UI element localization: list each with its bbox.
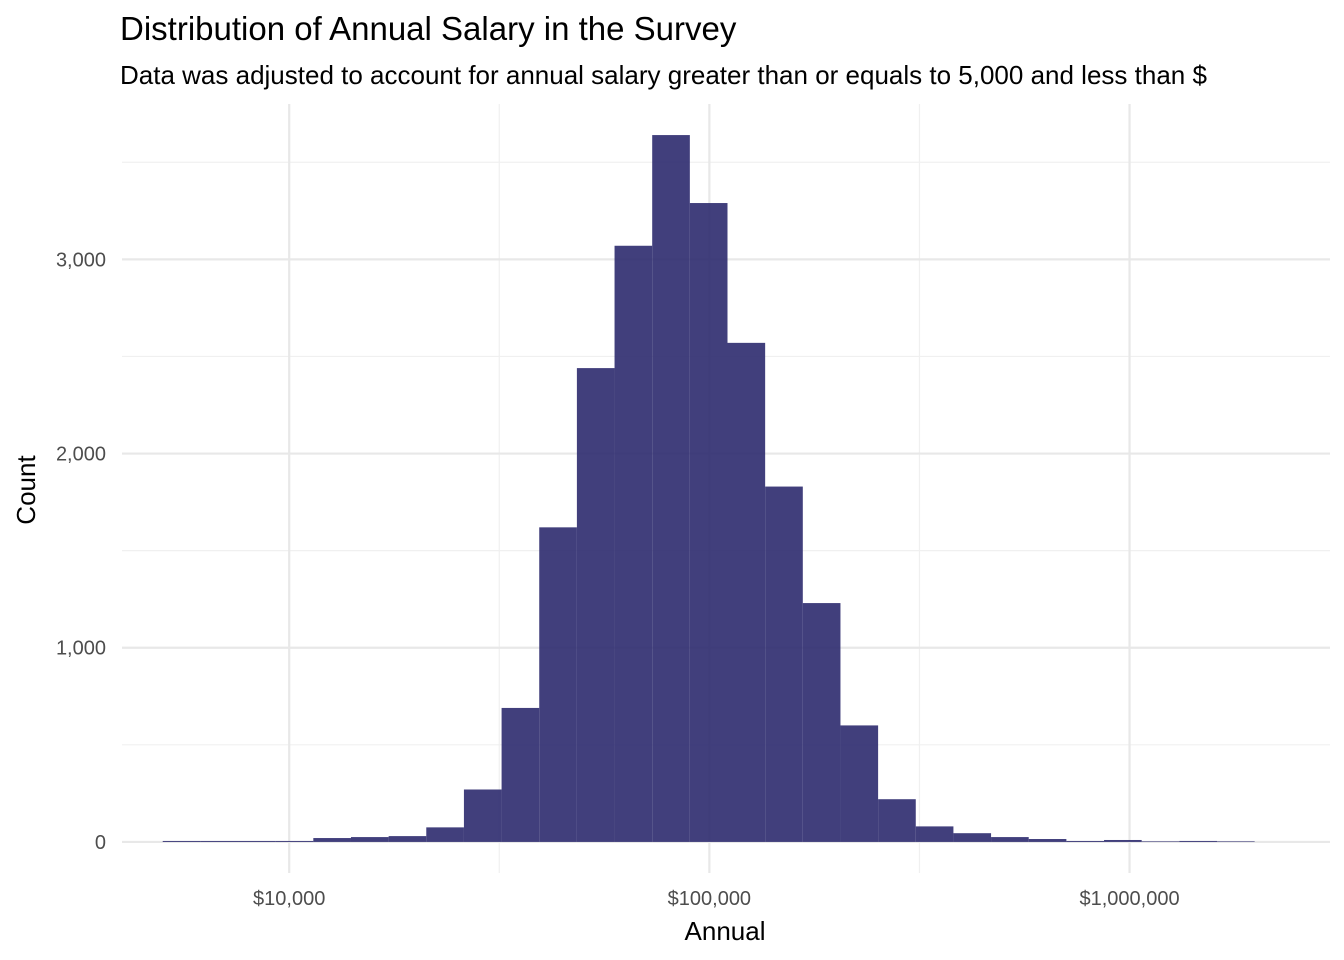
histogram-bar <box>463 789 502 842</box>
histogram-bar <box>313 838 351 842</box>
histogram-bar <box>1141 841 1180 842</box>
y-tick-label: 0 <box>95 832 106 854</box>
histogram-bar <box>162 840 201 842</box>
histogram-bar <box>501 707 540 842</box>
x-tick-label: $100,000 <box>668 888 751 910</box>
histogram-bar <box>689 203 728 842</box>
histogram-bar <box>1104 839 1142 842</box>
histogram-bar <box>915 826 954 842</box>
y-tick-label: 2,000 <box>56 444 106 466</box>
x-axis-ticks: $10,000 $100,000 $1,000,000 <box>253 888 1180 910</box>
histogram-bar <box>200 840 239 842</box>
histogram-bar <box>1066 840 1105 842</box>
histogram-bar <box>802 603 841 842</box>
histogram-bar <box>991 837 1029 842</box>
chart-title: Distribution of Annual Salary in the Sur… <box>120 10 737 47</box>
y-axis-ticks: 0 1,000 2,000 3,000 <box>56 249 106 854</box>
x-tick-label: $1,000,000 <box>1079 888 1179 910</box>
histogram-bar <box>238 840 276 842</box>
histogram-bar <box>576 368 615 842</box>
y-tick-label: 1,000 <box>56 638 106 660</box>
histogram-bar <box>614 245 653 842</box>
histogram-bar <box>539 527 577 842</box>
histogram-bar <box>878 799 916 842</box>
histogram-bar <box>388 836 427 842</box>
x-tick-label: $10,000 <box>253 888 325 910</box>
histogram-bars <box>162 135 1255 842</box>
x-axis-title: Annual <box>685 916 766 946</box>
chart-subtitle: Data was adjusted to account for annual … <box>120 60 1207 90</box>
histogram-bar <box>1028 839 1067 842</box>
histogram-bar <box>765 486 803 842</box>
histogram-bar <box>426 827 464 842</box>
y-axis-title: Count <box>11 455 41 525</box>
histogram-bar <box>953 833 992 842</box>
y-tick-label: 3,000 <box>56 249 106 271</box>
histogram-bar <box>840 725 879 842</box>
histogram-bar <box>275 840 314 842</box>
histogram-bar <box>727 342 766 842</box>
histogram-bar <box>652 135 690 842</box>
histogram-bar <box>1216 841 1255 842</box>
histogram-bar <box>1179 840 1217 842</box>
histogram-bar <box>350 837 389 842</box>
